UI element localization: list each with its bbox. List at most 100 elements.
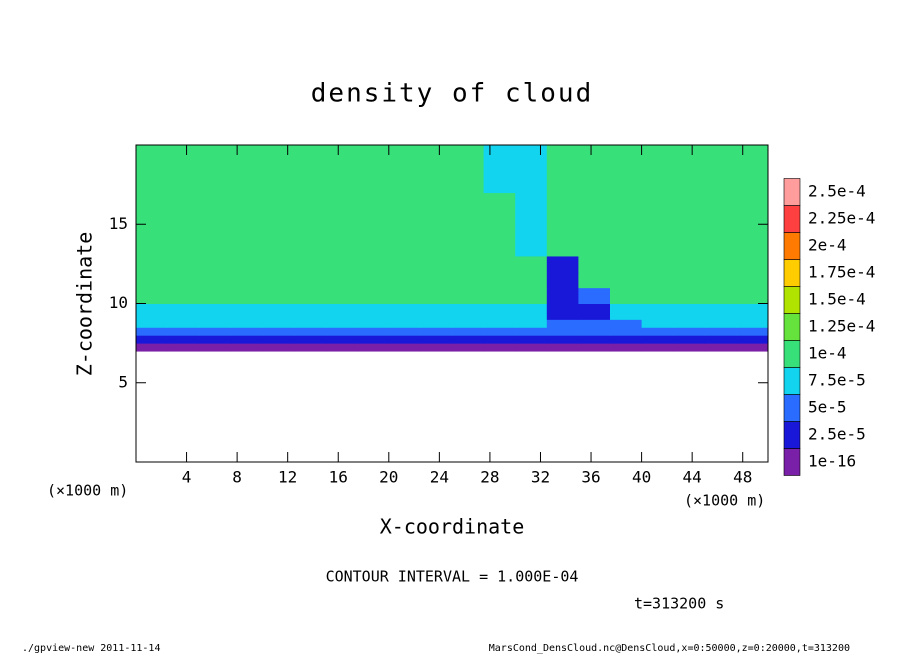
- cell: [515, 145, 548, 194]
- x-tick-label: 36: [581, 468, 600, 487]
- cell: [262, 303, 295, 320]
- cell: [199, 303, 232, 320]
- cell: [704, 145, 737, 194]
- cell: [167, 327, 200, 336]
- cell: [546, 303, 579, 320]
- cell: [136, 319, 169, 328]
- cell: [325, 319, 358, 328]
- cell: [515, 335, 548, 344]
- cell: [136, 224, 169, 257]
- cell: [452, 145, 485, 194]
- colorbar-label: 2.5e-5: [808, 425, 866, 444]
- cell: [230, 303, 263, 320]
- cell: [483, 343, 516, 352]
- colorbar-box: [783, 340, 801, 368]
- cell: [610, 335, 643, 344]
- cell: [230, 335, 263, 344]
- cell: [704, 192, 737, 225]
- cell: [578, 224, 611, 257]
- cell: [262, 343, 295, 352]
- cell: [610, 224, 643, 257]
- cell: [199, 224, 232, 257]
- cell: [294, 319, 327, 328]
- cell: [167, 303, 200, 320]
- axes: 4 8 12 16 20 24 28 32 36 40 44 48510151e-162.5e-55e…: [109, 144, 875, 487]
- cell: [357, 287, 390, 304]
- cell: [136, 192, 169, 225]
- cell: [578, 303, 611, 320]
- cell: [294, 145, 327, 194]
- cell: [388, 303, 421, 320]
- footer-left: ./gpview-new 2011-11-14: [22, 643, 160, 654]
- cell: [641, 192, 674, 225]
- cell: [515, 343, 548, 352]
- cell: [515, 287, 548, 304]
- cell: [736, 255, 769, 273]
- cell: [673, 287, 706, 304]
- cell: [641, 271, 674, 289]
- cell: [641, 327, 674, 336]
- cell: [736, 319, 769, 328]
- colorbar-box: [783, 421, 801, 449]
- cell: [546, 145, 579, 194]
- cell: [704, 319, 737, 328]
- colorbar-label: 2.25e-4: [808, 209, 875, 228]
- cell: [357, 192, 390, 225]
- cell: [199, 145, 232, 194]
- cell: [388, 343, 421, 352]
- cell: [230, 327, 263, 336]
- cell: [673, 145, 706, 194]
- cell: [357, 327, 390, 336]
- x-tick-label: 28: [480, 468, 499, 487]
- cell: [420, 255, 453, 273]
- cell: [610, 303, 643, 320]
- cell: [167, 192, 200, 225]
- cell: [736, 327, 769, 336]
- cell: [230, 319, 263, 328]
- cell: [420, 319, 453, 328]
- cell: [294, 335, 327, 344]
- cell: [736, 145, 769, 194]
- cell: [578, 319, 611, 328]
- cell: [325, 271, 358, 289]
- cell: [641, 224, 674, 257]
- cell: [199, 287, 232, 304]
- cell: [673, 343, 706, 352]
- chart-title: density of cloud: [311, 79, 593, 109]
- cell: [515, 224, 548, 257]
- cell: [578, 255, 611, 273]
- cell: [610, 319, 643, 328]
- cell: [136, 343, 169, 352]
- cell: [483, 271, 516, 289]
- cell: [262, 287, 295, 304]
- cell: [420, 303, 453, 320]
- colorbar-box: [783, 448, 801, 476]
- cell: [325, 303, 358, 320]
- cell: [262, 271, 295, 289]
- cell: [199, 192, 232, 225]
- cell: [736, 287, 769, 304]
- cell: [452, 271, 485, 289]
- cell: [483, 145, 516, 194]
- cell: [262, 224, 295, 257]
- colorbar-label: 1.75e-4: [808, 263, 875, 282]
- cell: [262, 335, 295, 344]
- cell: [294, 343, 327, 352]
- cell: [420, 224, 453, 257]
- cell: [641, 255, 674, 273]
- cell: [483, 224, 516, 257]
- cell: [294, 255, 327, 273]
- cell: [610, 255, 643, 273]
- cell: [704, 327, 737, 336]
- cell: [230, 343, 263, 352]
- cell: [578, 335, 611, 344]
- cell: [673, 255, 706, 273]
- cell: [388, 319, 421, 328]
- cell: [578, 192, 611, 225]
- cell: [515, 303, 548, 320]
- colorbar-label: 1e-4: [808, 344, 847, 363]
- cell: [262, 327, 295, 336]
- cell: [515, 327, 548, 336]
- y-tick-label: 15: [109, 214, 128, 233]
